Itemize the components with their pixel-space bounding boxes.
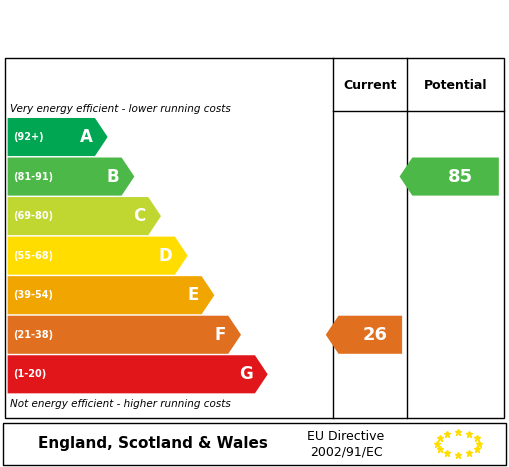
Polygon shape — [8, 118, 107, 156]
Text: D: D — [159, 247, 173, 265]
Text: EU Directive: EU Directive — [307, 430, 385, 443]
Text: (39-54): (39-54) — [13, 290, 53, 300]
Text: Energy Efficiency Rating: Energy Efficiency Rating — [82, 16, 427, 40]
Text: A: A — [79, 128, 93, 146]
Polygon shape — [8, 237, 188, 275]
Text: E: E — [188, 286, 199, 304]
Text: Not energy efficient - higher running costs: Not energy efficient - higher running co… — [10, 399, 231, 409]
Text: (1-20): (1-20) — [13, 369, 46, 379]
Polygon shape — [8, 276, 214, 314]
Text: England, Scotland & Wales: England, Scotland & Wales — [38, 436, 268, 451]
Text: (69-80): (69-80) — [13, 211, 53, 221]
Polygon shape — [8, 157, 134, 196]
Polygon shape — [8, 197, 161, 235]
Polygon shape — [8, 316, 241, 354]
Text: B: B — [106, 168, 119, 185]
Text: 26: 26 — [363, 326, 388, 344]
Text: (92+): (92+) — [13, 132, 43, 142]
Polygon shape — [400, 157, 499, 196]
Polygon shape — [326, 316, 402, 354]
Text: (55-68): (55-68) — [13, 251, 53, 261]
Text: (81-91): (81-91) — [13, 171, 53, 182]
Text: Current: Current — [344, 78, 397, 92]
Text: 85: 85 — [448, 168, 473, 185]
Text: F: F — [214, 326, 225, 344]
Text: (21-38): (21-38) — [13, 330, 53, 340]
Text: Potential: Potential — [424, 78, 487, 92]
Text: G: G — [239, 365, 252, 383]
Text: 2002/91/EC: 2002/91/EC — [310, 446, 382, 459]
Text: C: C — [133, 207, 146, 225]
Text: Very energy efficient - lower running costs: Very energy efficient - lower running co… — [10, 104, 231, 114]
Polygon shape — [8, 355, 268, 393]
